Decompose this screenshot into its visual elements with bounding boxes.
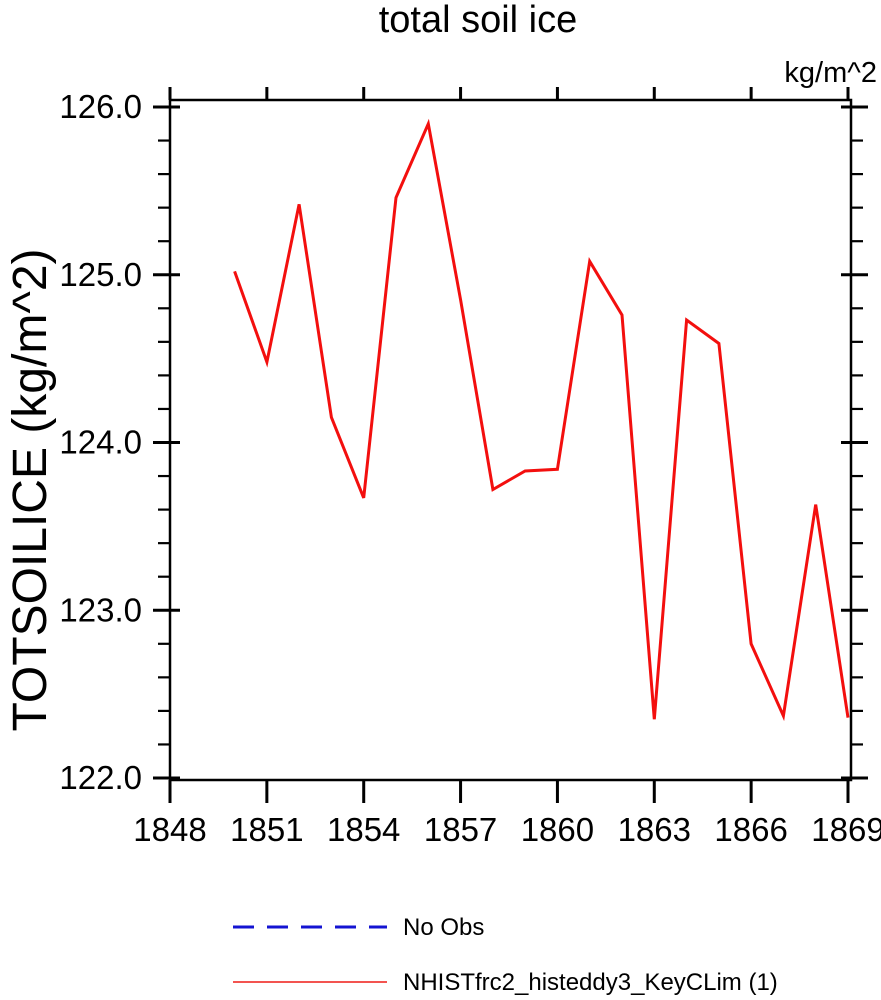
legend-label: NHISTfrc2_histeddy3_KeyCLim (1) <box>403 969 778 995</box>
y-tick-label: 125.0 <box>59 256 142 293</box>
x-tick-label: 1866 <box>714 811 787 848</box>
legend-label: No Obs <box>403 914 484 941</box>
data-series <box>233 118 850 722</box>
x-tick-label: 1860 <box>521 811 594 848</box>
axis-ticks <box>153 87 868 803</box>
x-tick-label: 1857 <box>424 811 497 848</box>
y-tick-label: 123.0 <box>59 591 142 628</box>
x-tick-label: 1848 <box>133 811 206 848</box>
x-tick-label: 1863 <box>618 811 691 848</box>
x-tick-label: 1869 <box>811 811 881 848</box>
legend: No Obs NHISTfrc2_histeddy3_KeyCLim (1) <box>233 914 778 996</box>
y-axis-title: TOTSOILICE (kg/m^2) <box>4 248 57 731</box>
x-tick-label: 1854 <box>327 811 400 848</box>
plot-frame <box>168 98 853 782</box>
y-tick-label: 122.0 <box>59 759 142 796</box>
chart-title: total soil ice <box>379 0 578 41</box>
y-tick-label: 124.0 <box>59 424 142 461</box>
x-tick-label: 1851 <box>230 811 303 848</box>
axis-tick-labels: 1848 1851 1854 1857 1860 1863 1866 1869 122.0 123… <box>59 88 881 848</box>
series-line <box>233 118 850 722</box>
y-tick-label: 126.0 <box>59 88 142 125</box>
units-label: kg/m^2 <box>784 57 877 89</box>
